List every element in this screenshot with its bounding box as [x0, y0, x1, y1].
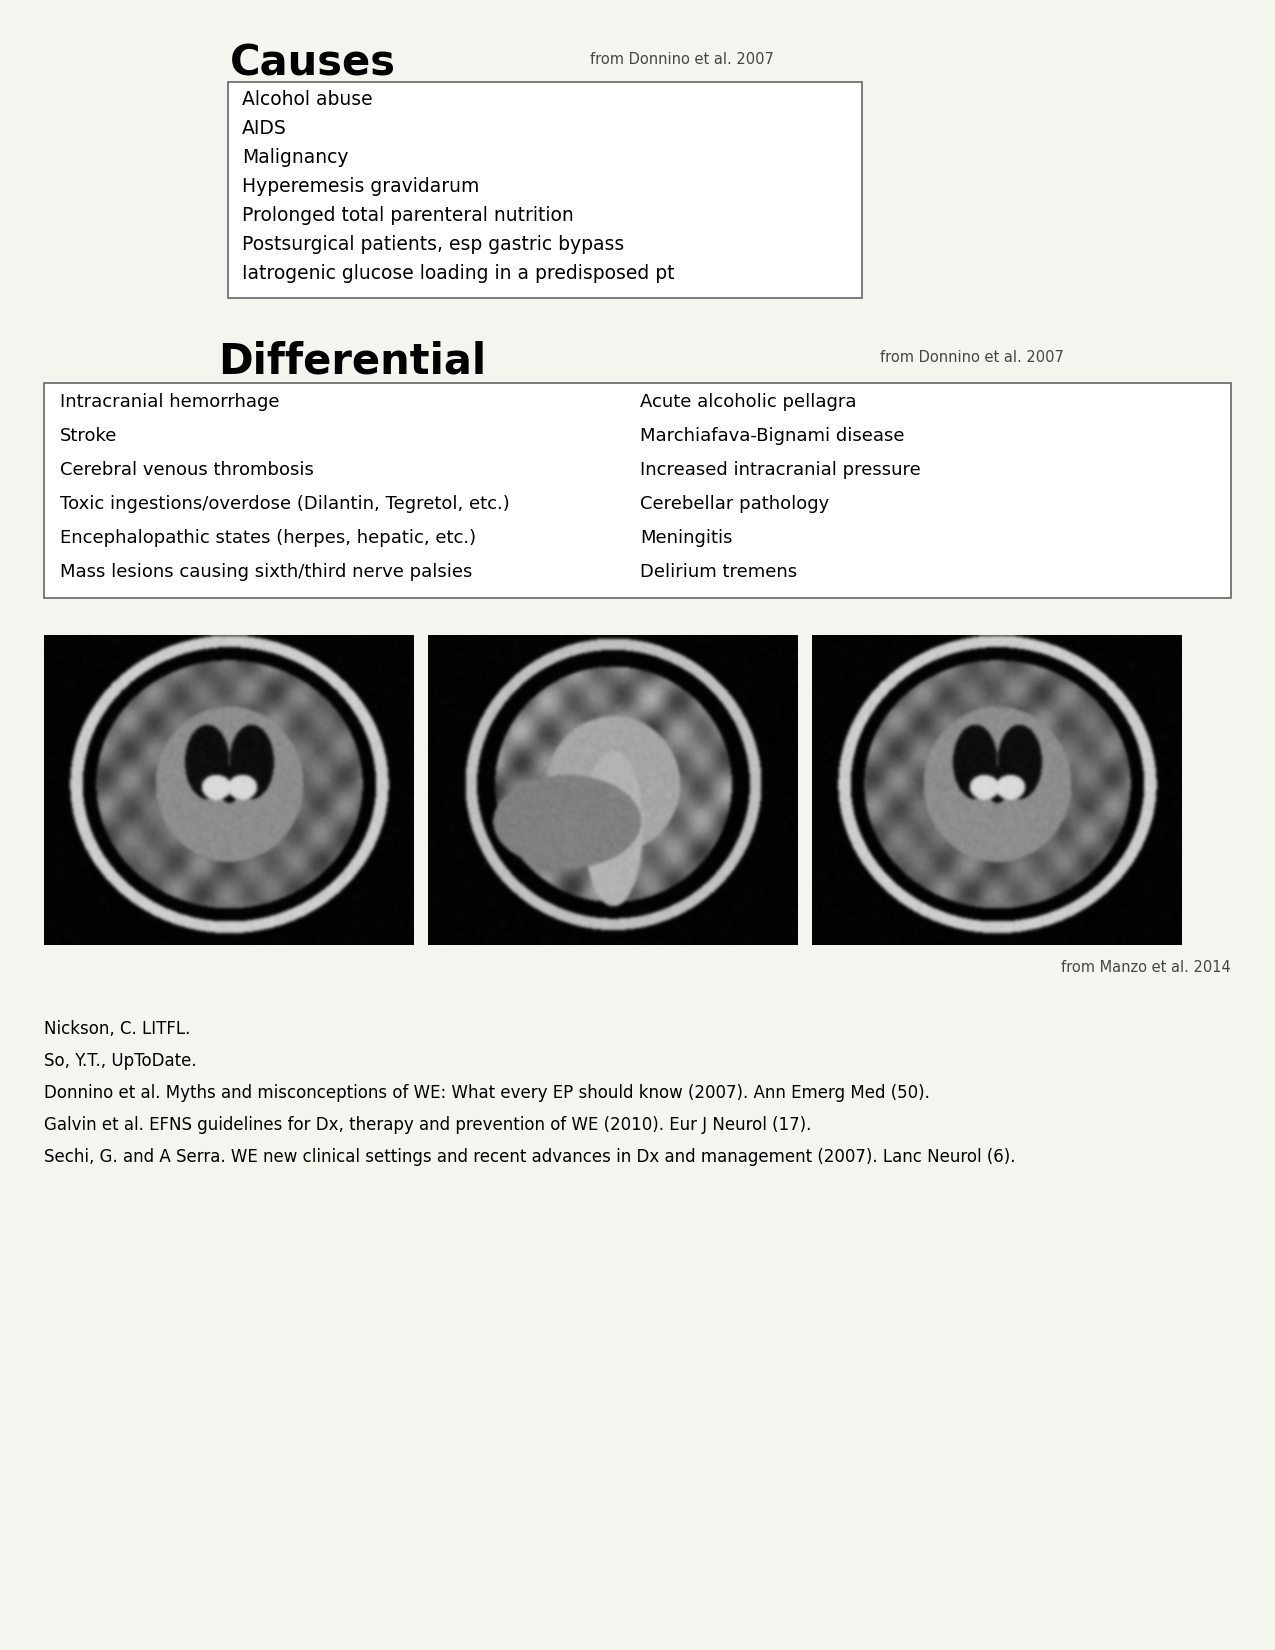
- Text: Increased intracranial pressure: Increased intracranial pressure: [640, 460, 921, 478]
- Bar: [45, 635, 414, 945]
- Bar: [812, 635, 1182, 945]
- Bar: [228, 82, 862, 299]
- Text: from Donnino et al. 2007: from Donnino et al. 2007: [880, 350, 1063, 365]
- Text: Prolonged total parenteral nutrition: Prolonged total parenteral nutrition: [242, 206, 574, 224]
- Text: Marchiafava-Bignami disease: Marchiafava-Bignami disease: [640, 427, 904, 446]
- Text: Hyperemesis gravidarum: Hyperemesis gravidarum: [242, 177, 479, 196]
- Text: Meningitis: Meningitis: [640, 530, 733, 548]
- Text: Encephalopathic states (herpes, hepatic, etc.): Encephalopathic states (herpes, hepatic,…: [60, 530, 476, 548]
- Text: Delirium tremens: Delirium tremens: [640, 563, 797, 581]
- Text: Cerebellar pathology: Cerebellar pathology: [640, 495, 829, 513]
- Text: So, Y.T., UpToDate.: So, Y.T., UpToDate.: [45, 1053, 196, 1069]
- Bar: [428, 635, 798, 945]
- Text: Galvin et al. EFNS guidelines for Dx, therapy and prevention of WE (2010). Eur J: Galvin et al. EFNS guidelines for Dx, th…: [45, 1115, 811, 1134]
- Text: Iatrogenic glucose loading in a predisposed pt: Iatrogenic glucose loading in a predispo…: [242, 264, 674, 284]
- Text: Toxic ingestions/overdose (Dilantin, Tegretol, etc.): Toxic ingestions/overdose (Dilantin, Teg…: [60, 495, 510, 513]
- Text: from Manzo et al. 2014: from Manzo et al. 2014: [1061, 960, 1230, 975]
- Text: Mass lesions causing sixth/third nerve palsies: Mass lesions causing sixth/third nerve p…: [60, 563, 472, 581]
- Text: Alcohol abuse: Alcohol abuse: [242, 91, 372, 109]
- Text: from Donnino et al. 2007: from Donnino et al. 2007: [590, 53, 774, 68]
- Text: Postsurgical patients, esp gastric bypass: Postsurgical patients, esp gastric bypas…: [242, 234, 625, 254]
- Text: AIDS: AIDS: [242, 119, 287, 139]
- Text: Malignancy: Malignancy: [242, 148, 348, 167]
- Text: Sechi, G. and A Serra. WE new clinical settings and recent advances in Dx and ma: Sechi, G. and A Serra. WE new clinical s…: [45, 1148, 1015, 1167]
- Text: Nickson, C. LITFL.: Nickson, C. LITFL.: [45, 1020, 190, 1038]
- Text: Intracranial hemorrhage: Intracranial hemorrhage: [60, 393, 279, 411]
- Text: Donnino et al. Myths and misconceptions of WE: What every EP should know (2007).: Donnino et al. Myths and misconceptions …: [45, 1084, 929, 1102]
- Text: Cerebral venous thrombosis: Cerebral venous thrombosis: [60, 460, 314, 478]
- Text: Differential: Differential: [218, 340, 486, 383]
- Text: Causes: Causes: [230, 41, 397, 84]
- Bar: [45, 383, 1230, 597]
- Text: Acute alcoholic pellagra: Acute alcoholic pellagra: [640, 393, 857, 411]
- Text: Stroke: Stroke: [60, 427, 117, 446]
